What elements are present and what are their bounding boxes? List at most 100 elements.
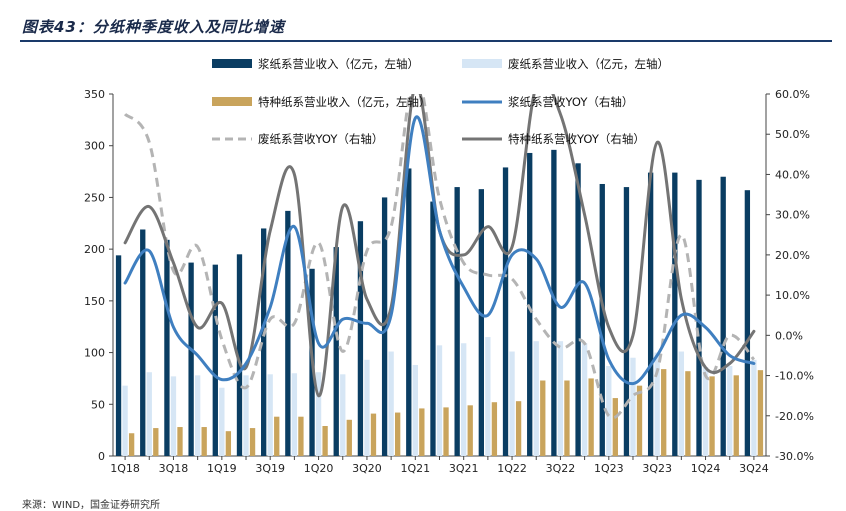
bar-waste-bar bbox=[122, 385, 128, 456]
bar-pulp-bar bbox=[527, 152, 533, 456]
bar-special-bar bbox=[346, 419, 352, 456]
legend-label: 浆纸系营收YOY（右轴） bbox=[508, 95, 633, 109]
bar-pulp-bar bbox=[188, 262, 194, 456]
bar-special-bar bbox=[394, 412, 401, 456]
bar-special-bar bbox=[298, 416, 304, 456]
right-axis-tick-label: 40.0% bbox=[775, 168, 810, 181]
legend-label: 废纸系营业收入（亿元，左轴） bbox=[508, 57, 669, 71]
bar-pulp-bar bbox=[720, 176, 726, 456]
bar-special-bar bbox=[491, 402, 498, 456]
bar-pulp-bar bbox=[623, 187, 630, 457]
bar-special-bar bbox=[564, 380, 570, 456]
source-note: 来源：WIND，国金证券研究所 bbox=[22, 500, 161, 511]
bar-pulp-bar bbox=[406, 168, 412, 456]
bar-waste-bar bbox=[678, 351, 685, 456]
bar-pulp-bar bbox=[212, 264, 218, 456]
bar-pulp-bar bbox=[261, 228, 267, 456]
x-axis-tick-label: 3Q19 bbox=[255, 462, 285, 475]
bar-pulp-bar bbox=[454, 187, 460, 457]
bar-waste-bar bbox=[533, 341, 539, 456]
chart: 0 50 100 150 200 250 300 350 -30.0% -20.0% -10.0% 0… bbox=[84, 57, 814, 475]
bar-waste-bar bbox=[267, 374, 273, 456]
bar-waste-bar bbox=[606, 366, 612, 456]
right-axis-tick-label: 20.0% bbox=[775, 249, 810, 262]
bar-waste-bar bbox=[485, 337, 491, 456]
left-axis-tick-label: 300 bbox=[84, 140, 105, 153]
x-axis-tick-label: 3Q24 bbox=[739, 462, 769, 475]
bar-waste-bar bbox=[727, 366, 733, 456]
bar-waste-bar bbox=[630, 357, 636, 456]
x-axis-tick-label: 1Q23 bbox=[594, 462, 624, 475]
right-axis-tick-label: 60.0% bbox=[775, 88, 810, 101]
legend-label: 废纸系营收YOY（右轴） bbox=[258, 132, 383, 146]
bar-pulp-bar bbox=[551, 149, 557, 456]
chart-axes: 0 50 100 150 200 250 300 350 -30.0% -20.0% -10.0% 0… bbox=[84, 88, 814, 475]
line-special-yoy bbox=[123, 94, 756, 398]
chart-lines bbox=[123, 94, 756, 420]
bar-waste-bar bbox=[170, 376, 177, 456]
bar-waste-bar bbox=[702, 367, 709, 456]
right-axis-tick-label: -30.0% bbox=[775, 450, 814, 463]
bar-pulp-bar bbox=[672, 172, 678, 456]
bar-special-bar bbox=[636, 385, 643, 456]
bar-waste-bar bbox=[243, 375, 249, 456]
left-axis-tick-label: 100 bbox=[84, 347, 105, 360]
bar-special-bar bbox=[225, 431, 232, 456]
legend-label: 特种纸系营业收入（亿元，左轴） bbox=[258, 95, 431, 109]
bar-waste-bar bbox=[364, 359, 370, 456]
bar-waste-bar bbox=[194, 375, 201, 456]
bar-pulp-bar bbox=[696, 179, 702, 457]
bar-special-bar bbox=[274, 416, 280, 456]
x-axis-tick-label: 3Q23 bbox=[642, 462, 672, 475]
bar-special-bar bbox=[443, 407, 449, 456]
bar-pulp-bar bbox=[381, 197, 388, 456]
left-axis-tick-label: 150 bbox=[84, 295, 105, 308]
bar-pulp-bar bbox=[164, 239, 170, 456]
legend-label: 特种纸系营收YOY（右轴） bbox=[508, 132, 645, 146]
chart-title: 图表43：分纸种季度收入及同比增速 bbox=[22, 18, 285, 36]
bar-waste-bar bbox=[581, 343, 588, 456]
bar-waste-bar bbox=[654, 352, 660, 456]
bar-waste-bar bbox=[388, 351, 394, 456]
legend-label: 浆纸系营业收入（亿元，左轴） bbox=[258, 57, 419, 71]
bar-waste-bar bbox=[751, 359, 757, 456]
bar-special-bar bbox=[177, 427, 183, 456]
bar-pulp-bar bbox=[430, 201, 436, 456]
bar-special-bar bbox=[128, 433, 135, 456]
bar-pulp-bar bbox=[599, 183, 605, 457]
bar-waste-bar bbox=[315, 372, 322, 456]
bar-special-bar bbox=[733, 375, 739, 456]
bar-pulp-bar bbox=[357, 221, 364, 456]
right-axis-tick-label: -10.0% bbox=[775, 370, 814, 383]
bar-pulp-bar bbox=[478, 189, 485, 456]
right-axis-tick-label: 10.0% bbox=[775, 289, 810, 302]
bar-pulp-bar bbox=[744, 190, 751, 456]
legend-swatch-special-bar bbox=[212, 97, 252, 106]
left-axis-tick-label: 200 bbox=[84, 243, 105, 256]
bar-special-bar bbox=[249, 428, 256, 456]
bar-pulp-bar bbox=[333, 247, 339, 456]
line-waste-yoy bbox=[123, 94, 756, 420]
bar-special-bar bbox=[757, 370, 764, 456]
chart-legend: 浆纸系营业收入（亿元，左轴） 废纸系营业收入（亿元，左轴） 特种纸系营业收入（亿元，… bbox=[212, 57, 669, 146]
bar-special-bar bbox=[709, 376, 715, 456]
right-axis-tick-label: 30.0% bbox=[775, 209, 810, 222]
x-axis-tick-label: 1Q20 bbox=[304, 462, 334, 475]
x-axis-tick-label: 1Q22 bbox=[497, 462, 527, 475]
bar-pulp-bar bbox=[140, 229, 146, 456]
bar-pulp-bar bbox=[115, 255, 122, 456]
chart-bars bbox=[115, 149, 764, 457]
left-axis-tick-label: 50 bbox=[91, 398, 105, 411]
bar-special-bar bbox=[540, 380, 546, 456]
bar-special-bar bbox=[661, 369, 667, 456]
bar-pulp-bar bbox=[285, 210, 291, 456]
bar-special-bar bbox=[201, 427, 207, 456]
bar-waste-bar bbox=[219, 387, 225, 456]
x-axis-tick-label: 3Q22 bbox=[546, 462, 576, 475]
bar-special-bar bbox=[588, 378, 594, 456]
bar-waste-bar bbox=[412, 364, 418, 456]
x-axis-tick-label: 3Q18 bbox=[159, 462, 189, 475]
x-axis-tick-label: 3Q20 bbox=[352, 462, 382, 475]
bar-special-bar bbox=[370, 413, 377, 456]
left-axis-tick-label: 350 bbox=[84, 88, 105, 101]
